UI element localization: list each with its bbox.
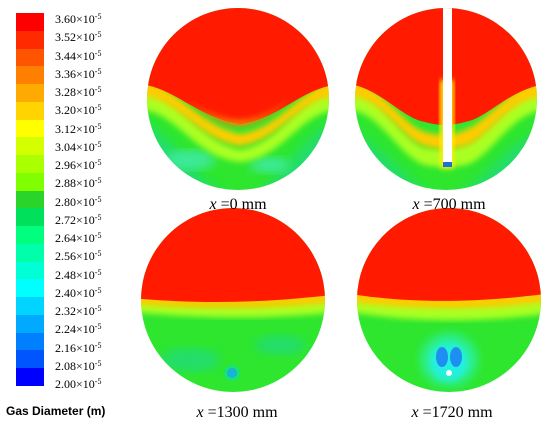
colorbar-swatch	[16, 368, 44, 387]
colorbar-swatch	[16, 350, 44, 369]
panel-label-x0: x =0 mm	[209, 196, 267, 213]
colorbar-tick-label: 3.04×10-5	[55, 139, 102, 154]
colorbar-swatch	[16, 48, 44, 67]
panel-label-x1300: x =1300 mm	[196, 404, 278, 421]
colorbar-swatch	[16, 314, 44, 334]
colorbar-tick-label: 2.40×10-5	[55, 285, 102, 300]
colorbar-swatch	[16, 13, 44, 32]
colorbar-swatch	[16, 101, 44, 121]
colorbar-tick-label: 2.80×10-5	[55, 194, 102, 209]
colorbar-swatch	[16, 30, 44, 49]
colorbar-tick-label: 2.88×10-5	[55, 176, 102, 191]
colorbar-tick-label: 3.36×10-5	[55, 66, 102, 81]
colorbar-swatch	[16, 119, 44, 138]
colorbar-tick-label: 3.28×10-5	[55, 85, 102, 99]
colorbar-swatch	[16, 243, 44, 263]
colorbar-tick-label: 2.32×10-5	[55, 304, 102, 318]
colorbar-tick-label: 2.72×10-5	[55, 212, 102, 227]
colorbar-tick-label: 2.00×10-5	[55, 377, 102, 391]
colorbar-swatch	[16, 66, 44, 85]
colorbar-swatch	[16, 190, 44, 209]
colorbar-swatch	[16, 84, 44, 103]
colorbar-swatch	[16, 261, 44, 280]
colorbar-swatch	[16, 137, 44, 156]
colorbar-tick-label: 3.60×10-5	[55, 12, 102, 26]
colorbar-tick-label: 3.52×10-5	[55, 30, 102, 45]
contour-panel-x1300	[141, 208, 325, 392]
panel-label-x1720: x =1720 mm	[411, 404, 493, 421]
colorbar-swatch	[16, 297, 44, 316]
colorbar-swatch	[16, 155, 44, 174]
colorbar-swatch	[16, 332, 44, 351]
colorbar-tick-label: 3.12×10-5	[55, 121, 102, 136]
colorbar-tick-label: 3.20×10-5	[55, 103, 102, 118]
colorbar-tick-label: 3.44×10-5	[55, 48, 102, 63]
colorbar-tick-label: 2.48×10-5	[55, 267, 102, 282]
contour-panel-x700	[355, 8, 537, 190]
colorbar	[16, 13, 44, 387]
panel-label-x700: x =700 mm	[412, 196, 486, 213]
colorbar-tick-label: 2.16×10-5	[55, 340, 102, 355]
colorbar-swatch	[16, 208, 44, 227]
colorbar-swatch	[16, 279, 44, 298]
colorbar-tick-label: 2.96×10-5	[55, 158, 102, 172]
contour-panel-x1720	[357, 208, 541, 392]
colorbar-tick-label: 2.24×10-5	[55, 322, 102, 337]
contour-panel-x0	[147, 8, 329, 190]
colorbar-swatch	[16, 226, 44, 245]
colorbar-tick-label: 2.08×10-5	[55, 358, 102, 373]
colorbar-tick-label: 2.56×10-5	[55, 249, 102, 264]
legend-title: Gas Diameter (m)	[6, 404, 106, 418]
colorbar-swatch	[16, 172, 44, 192]
colorbar-tick-label: 2.64×10-5	[55, 231, 102, 245]
